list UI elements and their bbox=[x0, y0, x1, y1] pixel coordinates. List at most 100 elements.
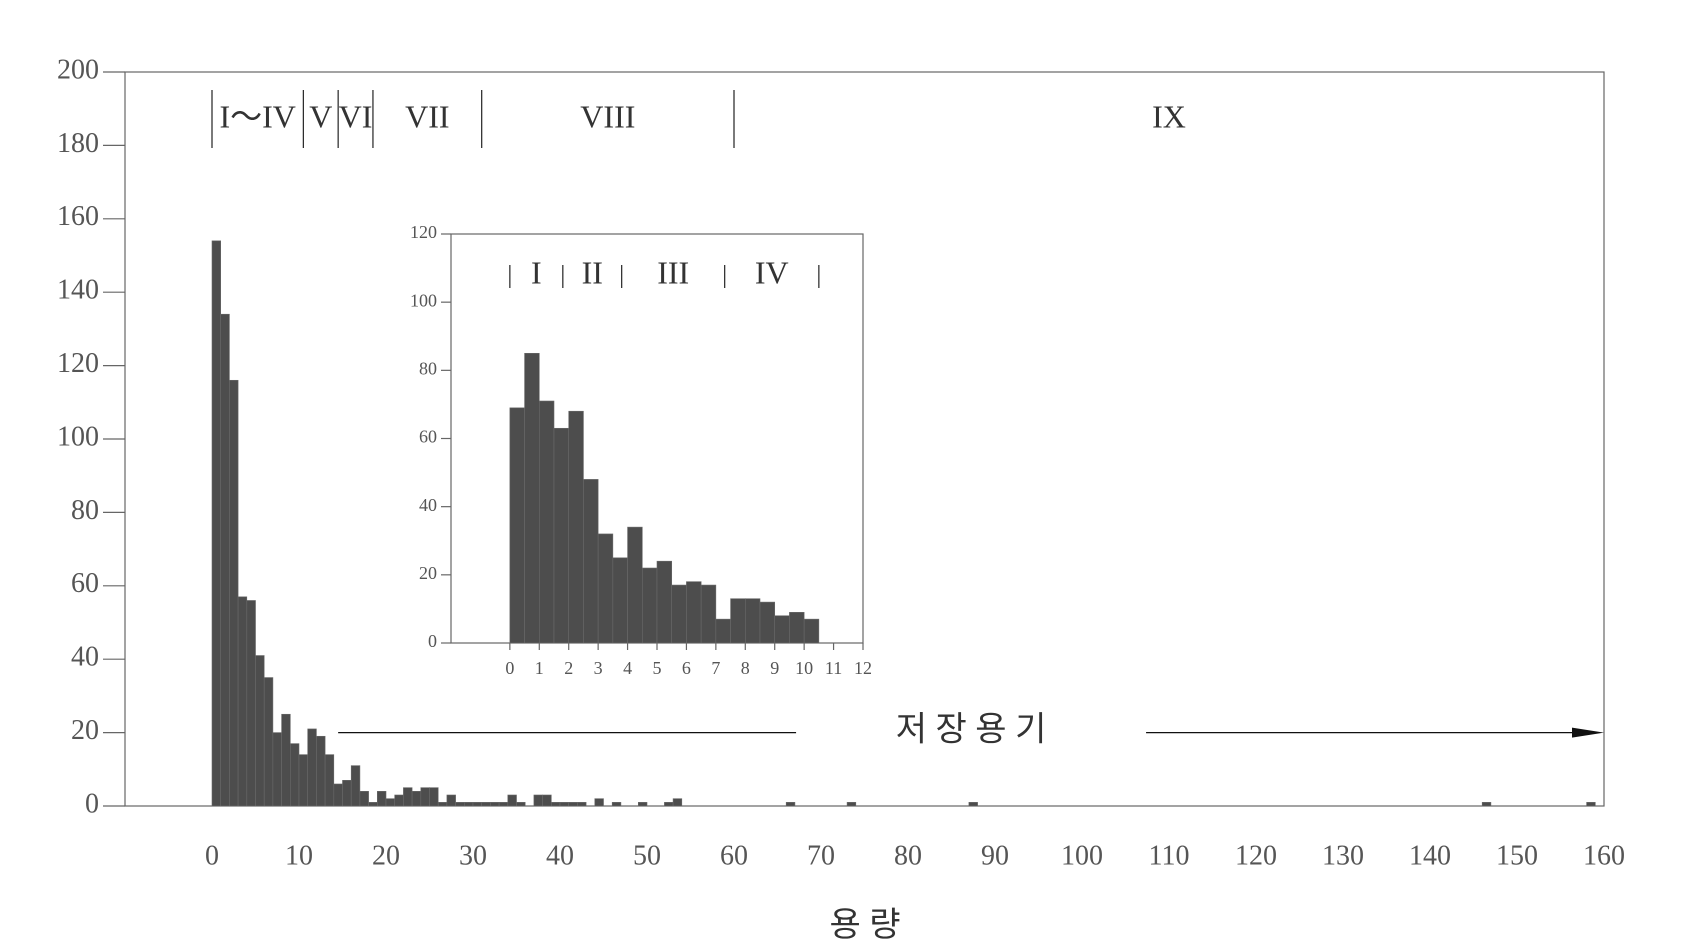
histogram-bar bbox=[538, 400, 555, 644]
region-label: VIII bbox=[580, 98, 635, 134]
x-tick-label: 70 bbox=[807, 840, 835, 871]
histogram-bar bbox=[281, 713, 291, 807]
y-tick-label: 80 bbox=[419, 358, 437, 378]
histogram-bar bbox=[333, 783, 343, 807]
histogram-bar bbox=[237, 596, 248, 807]
histogram-bar bbox=[611, 802, 622, 807]
y-tick-label: 100 bbox=[410, 290, 437, 310]
histogram-bar bbox=[446, 794, 456, 807]
histogram-bar bbox=[700, 584, 717, 644]
plot-frame bbox=[124, 71, 1605, 807]
y-tick-label: 0 bbox=[85, 788, 99, 819]
histogram-bar bbox=[507, 794, 517, 807]
histogram-bar bbox=[583, 479, 599, 644]
x-tick-label: 8 bbox=[741, 658, 750, 678]
histogram-bar bbox=[785, 802, 796, 807]
region-label: V bbox=[309, 98, 332, 134]
histogram-bar bbox=[759, 601, 776, 644]
histogram-bar bbox=[637, 802, 648, 807]
histogram-bar bbox=[289, 743, 300, 807]
histogram-bar bbox=[246, 600, 256, 807]
histogram-bar bbox=[220, 313, 230, 807]
x-tick-label: 20 bbox=[372, 840, 400, 871]
histogram-bar bbox=[316, 735, 326, 807]
histogram-bar bbox=[463, 802, 474, 807]
histogram-bar bbox=[577, 802, 587, 807]
histogram-bar bbox=[481, 802, 491, 807]
region-label: II bbox=[582, 254, 603, 290]
histogram-bar bbox=[342, 780, 352, 807]
annotation-label: 저 장 용 기 bbox=[896, 711, 1047, 748]
y-tick-label: 200 bbox=[57, 54, 99, 85]
x-axis-label: 용 량 bbox=[829, 907, 900, 944]
histogram-bar bbox=[803, 618, 820, 644]
histogram-bar bbox=[553, 427, 570, 644]
region-label: I bbox=[531, 254, 542, 290]
histogram-bar bbox=[730, 598, 746, 644]
histogram-bar bbox=[403, 787, 413, 807]
histogram-bar bbox=[550, 802, 561, 807]
histogram-bar bbox=[385, 798, 395, 807]
x-tick-label: 30 bbox=[459, 840, 487, 871]
histogram-bar bbox=[263, 677, 274, 807]
x-tick-label: 120 bbox=[1235, 840, 1277, 871]
histogram-bar bbox=[359, 791, 369, 807]
histogram-bar bbox=[568, 410, 584, 644]
x-tick-label: 150 bbox=[1496, 840, 1538, 871]
histogram-bar bbox=[509, 407, 525, 644]
histogram-bar bbox=[376, 791, 387, 807]
x-tick-label: 11 bbox=[825, 658, 842, 678]
y-tick-label: 40 bbox=[419, 495, 437, 515]
region-label: VII bbox=[405, 98, 449, 134]
y-tick-label: 60 bbox=[419, 427, 437, 447]
y-tick-label: 100 bbox=[57, 421, 99, 452]
x-tick-label: 160 bbox=[1583, 840, 1625, 871]
x-tick-label: 60 bbox=[720, 840, 748, 871]
x-tick-label: 0 bbox=[505, 658, 514, 678]
region-label: IV bbox=[755, 254, 789, 290]
histogram-bar bbox=[472, 802, 482, 807]
histogram-bar bbox=[656, 560, 673, 644]
y-tick-label: 0 bbox=[428, 631, 437, 651]
y-tick-label: 140 bbox=[57, 275, 99, 306]
x-tick-label: 2 bbox=[564, 658, 573, 678]
histogram-bar bbox=[672, 798, 683, 807]
histogram-bar bbox=[255, 655, 265, 807]
x-tick-label: 4 bbox=[623, 658, 632, 678]
region-label: VI bbox=[339, 98, 373, 134]
histogram-bar bbox=[229, 379, 239, 807]
histogram-bar bbox=[411, 791, 422, 807]
x-tick-label: 100 bbox=[1061, 840, 1103, 871]
x-tick-label: 10 bbox=[795, 658, 813, 678]
histogram-bar bbox=[516, 802, 526, 807]
x-tick-label: 140 bbox=[1409, 840, 1451, 871]
x-tick-label: 3 bbox=[594, 658, 603, 678]
histogram-bar bbox=[533, 794, 543, 807]
histogram-bar bbox=[641, 567, 658, 644]
x-tick-label: 7 bbox=[711, 658, 720, 678]
histogram-bar bbox=[324, 754, 335, 807]
x-tick-label: 1 bbox=[535, 658, 544, 678]
histogram-bar bbox=[455, 802, 465, 807]
histogram-bar bbox=[612, 557, 628, 644]
y-tick-label: 20 bbox=[71, 715, 99, 746]
histogram-bar bbox=[715, 618, 731, 644]
y-tick-label: 40 bbox=[71, 642, 99, 673]
x-tick-label: 50 bbox=[633, 840, 661, 871]
region-label: I～IV bbox=[219, 98, 295, 134]
x-tick-label: 110 bbox=[1149, 840, 1190, 871]
histogram-bar bbox=[846, 802, 857, 807]
histogram-bar bbox=[498, 802, 509, 807]
region-label: III bbox=[657, 254, 689, 290]
x-tick-label: 12 bbox=[854, 658, 872, 678]
x-tick-label: 6 bbox=[682, 658, 691, 678]
histogram-bar bbox=[437, 802, 448, 807]
region-label: IX bbox=[1152, 98, 1186, 134]
y-tick-label: 60 bbox=[71, 568, 99, 599]
histogram-bar bbox=[490, 802, 500, 807]
y-tick-label: 180 bbox=[57, 128, 99, 159]
histogram-bar bbox=[1481, 802, 1492, 807]
x-tick-label: 10 bbox=[285, 840, 313, 871]
x-tick-label: 130 bbox=[1322, 840, 1364, 871]
histogram-bar bbox=[568, 802, 578, 807]
